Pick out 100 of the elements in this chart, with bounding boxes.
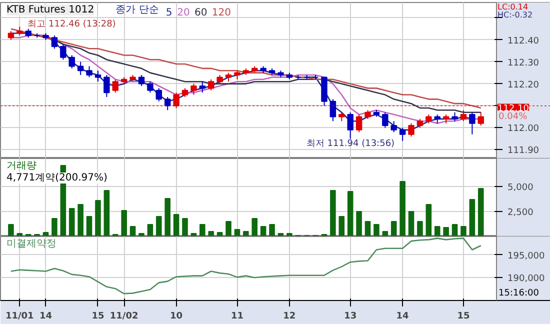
chart-title: 미결제약정 bbox=[6, 238, 56, 250]
bar bbox=[347, 191, 354, 236]
bar bbox=[269, 224, 275, 236]
bar bbox=[469, 199, 476, 236]
bar bbox=[252, 218, 258, 236]
candlestick bbox=[460, 110, 467, 122]
bar bbox=[364, 221, 371, 236]
bar bbox=[68, 208, 75, 236]
candlestick bbox=[478, 112, 484, 126]
bar bbox=[78, 204, 84, 236]
bar bbox=[374, 224, 380, 236]
bar bbox=[443, 227, 449, 236]
candlestick bbox=[408, 122, 414, 138]
x-tick-label: 14 bbox=[396, 312, 409, 322]
legend-title: 종가 단순 bbox=[116, 4, 159, 16]
candlestick bbox=[94, 70, 102, 82]
bar bbox=[390, 221, 397, 236]
annotation: 4,771계약(200.97%) bbox=[6, 172, 108, 184]
candlestick bbox=[147, 81, 154, 94]
bar bbox=[400, 181, 406, 236]
x-tick-label: 14 bbox=[39, 312, 52, 322]
candlestick bbox=[104, 74, 110, 98]
bar bbox=[226, 221, 232, 236]
candlestick bbox=[190, 83, 197, 96]
y-tick-label: 112.40 bbox=[508, 36, 540, 46]
x-tick-label: 11/02 bbox=[110, 312, 138, 322]
bar bbox=[338, 216, 345, 236]
candlestick bbox=[469, 112, 476, 135]
bar bbox=[356, 211, 362, 236]
bar bbox=[104, 190, 110, 236]
candlestick bbox=[156, 88, 162, 102]
bar bbox=[460, 226, 466, 236]
candlestick bbox=[208, 78, 214, 91]
bar bbox=[426, 204, 432, 236]
candlestick bbox=[138, 74, 145, 86]
candlestick bbox=[382, 112, 388, 128]
bar bbox=[164, 198, 170, 236]
candlestick bbox=[199, 81, 206, 94]
candlestick bbox=[330, 98, 336, 122]
bar bbox=[8, 224, 14, 236]
bar bbox=[234, 229, 240, 236]
candlestick bbox=[60, 44, 66, 60]
text: 0.04% bbox=[498, 112, 528, 122]
x-tick-label: 11/01 bbox=[5, 312, 34, 322]
bar bbox=[130, 226, 136, 236]
x-tick-label: 12 bbox=[283, 312, 296, 322]
bar bbox=[190, 233, 197, 236]
bar bbox=[173, 214, 180, 236]
candlestick bbox=[390, 120, 397, 133]
candlestick bbox=[68, 54, 75, 69]
bar bbox=[478, 188, 484, 236]
candlestick bbox=[347, 112, 354, 140]
text: 20 bbox=[177, 8, 190, 18]
bar bbox=[434, 226, 440, 236]
candlestick bbox=[164, 96, 171, 111]
candlestick bbox=[77, 61, 84, 76]
bar bbox=[121, 210, 127, 236]
bar bbox=[417, 221, 423, 236]
bar bbox=[200, 224, 206, 236]
y-tick-label: 2,500 bbox=[508, 208, 534, 218]
chart-title: 거래량 bbox=[6, 160, 36, 172]
text: 5 bbox=[166, 8, 172, 18]
bar bbox=[42, 232, 49, 236]
candlestick bbox=[51, 34, 58, 50]
bar bbox=[86, 216, 92, 236]
x-tick-label: 10 bbox=[170, 312, 183, 322]
x-tick-label: 15 bbox=[92, 312, 104, 322]
bar bbox=[382, 231, 388, 236]
candlestick bbox=[86, 66, 92, 78]
bar bbox=[408, 211, 414, 236]
text: 60 bbox=[194, 8, 208, 18]
chart-title: KTB Futures 1012 bbox=[6, 4, 94, 16]
annotation: 최저 111.94 (13:56) bbox=[306, 138, 395, 149]
bar bbox=[52, 218, 58, 236]
y-tick-label: 111.90 bbox=[508, 146, 540, 156]
candlestick bbox=[399, 127, 406, 142]
x-tick-label: 13 bbox=[344, 312, 357, 322]
y-tick-label: 112.00 bbox=[508, 124, 540, 134]
y-tick-label: 5,000 bbox=[508, 183, 534, 193]
text: LC:0.14 bbox=[498, 2, 528, 12]
bar bbox=[260, 226, 266, 236]
bar bbox=[452, 224, 458, 236]
bar bbox=[216, 232, 223, 236]
bar bbox=[286, 233, 292, 236]
text: 120 bbox=[212, 8, 231, 18]
bar bbox=[278, 233, 284, 236]
bar bbox=[95, 200, 101, 236]
x-tick-label: 11 bbox=[230, 312, 244, 322]
bar bbox=[156, 216, 162, 236]
text: 15:16:00 bbox=[498, 288, 540, 298]
y-tick-label: 112.30 bbox=[508, 58, 540, 68]
bar bbox=[16, 233, 23, 236]
bar bbox=[138, 233, 144, 236]
y-tick-label: 190,000 bbox=[508, 274, 546, 284]
annotation: 최고 112.46 (13:28) bbox=[28, 20, 116, 30]
bar bbox=[208, 231, 214, 236]
bar bbox=[243, 231, 249, 236]
candlestick bbox=[112, 78, 118, 94]
text: HC:-0.32 bbox=[498, 10, 533, 20]
bar bbox=[330, 190, 336, 236]
